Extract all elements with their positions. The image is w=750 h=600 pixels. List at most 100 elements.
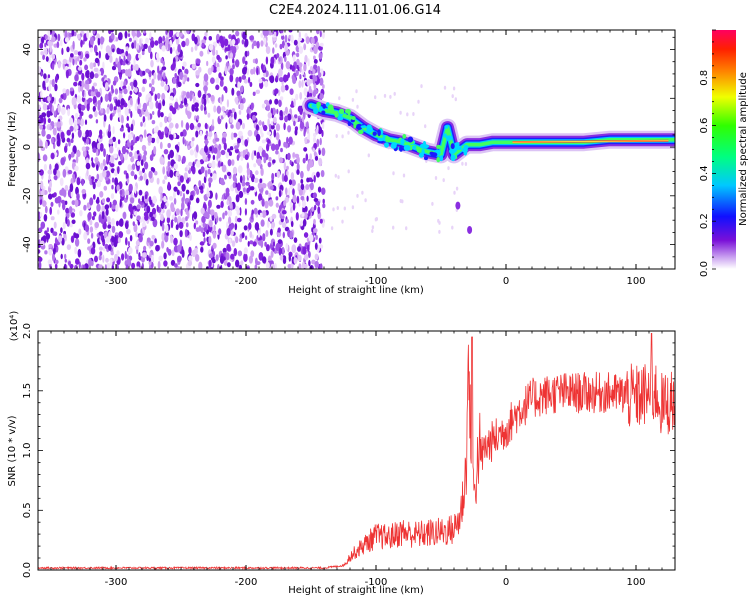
noise-speckle bbox=[144, 193, 148, 200]
noise-speckle bbox=[184, 167, 188, 172]
noise-speckle bbox=[209, 146, 213, 152]
noise-speckle bbox=[84, 119, 88, 125]
noise-speckle bbox=[141, 195, 145, 203]
noise-speckle bbox=[96, 203, 101, 212]
noise-speckle bbox=[46, 134, 52, 140]
noise-speckle bbox=[95, 119, 99, 124]
noise-speckle bbox=[243, 253, 248, 262]
noise-speckle bbox=[38, 104, 41, 110]
noise-speckle bbox=[278, 57, 281, 62]
noise-speckle bbox=[75, 124, 79, 131]
snr-y-axis-label: SNR (10 * v/v) bbox=[7, 415, 18, 486]
noise-speckle bbox=[206, 60, 209, 67]
noise-speckle bbox=[246, 187, 250, 194]
noise-speckle bbox=[99, 129, 103, 136]
noise-speckle bbox=[255, 257, 258, 266]
signal-ridge-blob bbox=[439, 155, 444, 162]
noise-speckle bbox=[264, 200, 269, 209]
noise-speckle bbox=[241, 232, 245, 239]
noise-speckle bbox=[184, 139, 187, 147]
noise-speckle bbox=[52, 247, 56, 255]
noise-speckle bbox=[292, 194, 297, 203]
noise-speckle bbox=[230, 124, 234, 129]
noise-speckle bbox=[204, 139, 209, 145]
noise-speckle bbox=[127, 133, 133, 140]
noise-speckle bbox=[105, 208, 109, 216]
noise-speckle bbox=[129, 197, 135, 204]
noise-speckle bbox=[191, 137, 195, 142]
noise-speckle bbox=[233, 111, 237, 120]
noise-speckle bbox=[280, 84, 286, 93]
noise-speckle bbox=[153, 126, 159, 134]
noise-speckle bbox=[244, 50, 248, 58]
noise-speckle bbox=[47, 259, 52, 265]
noise-speckle bbox=[203, 97, 207, 107]
noise-speckle bbox=[200, 149, 203, 156]
noise-speckle bbox=[285, 49, 290, 56]
noise-speckle bbox=[98, 254, 102, 261]
noise-speckle bbox=[221, 136, 227, 145]
noise-speckle bbox=[256, 67, 259, 76]
noise-speckle bbox=[89, 219, 93, 226]
noise-speckle bbox=[107, 50, 113, 56]
noise-speckle bbox=[221, 106, 226, 112]
noise-speckle bbox=[438, 229, 441, 234]
noise-speckle bbox=[126, 53, 132, 62]
noise-speckle bbox=[150, 39, 155, 48]
noise-speckle bbox=[260, 167, 264, 177]
noise-speckle bbox=[321, 30, 325, 39]
noise-speckle bbox=[75, 258, 80, 265]
signal-ridge-blob bbox=[338, 108, 345, 115]
noise-speckle bbox=[222, 132, 227, 138]
noise-speckle bbox=[87, 97, 93, 103]
noise-speckle bbox=[60, 131, 65, 140]
noise-speckle bbox=[241, 74, 247, 80]
y-tick-label: 0.0 bbox=[22, 562, 33, 578]
noise-speckle bbox=[301, 212, 305, 217]
noise-speckle bbox=[125, 46, 129, 51]
noise-speckle bbox=[39, 42, 44, 49]
noise-speckle bbox=[298, 80, 302, 89]
noise-speckle bbox=[104, 243, 109, 249]
noise-speckle bbox=[58, 235, 63, 243]
noise-speckle bbox=[284, 115, 289, 123]
noise-speckle bbox=[152, 195, 157, 204]
noise-speckle bbox=[190, 141, 195, 148]
noise-speckle bbox=[171, 249, 175, 257]
noise-speckle bbox=[202, 222, 206, 228]
noise-speckle bbox=[130, 64, 134, 72]
noise-speckle bbox=[313, 136, 316, 144]
noise-speckle bbox=[64, 258, 68, 263]
noise-speckle bbox=[211, 65, 214, 72]
noise-speckle bbox=[133, 223, 138, 233]
noise-speckle bbox=[100, 96, 103, 103]
noise-speckle bbox=[236, 217, 242, 223]
noise-speckle bbox=[44, 34, 48, 40]
noise-speckle bbox=[68, 32, 73, 38]
noise-speckle bbox=[101, 205, 106, 213]
noise-speckle bbox=[296, 195, 300, 204]
noise-speckle bbox=[215, 137, 220, 142]
noise-speckle bbox=[332, 207, 335, 212]
noise-speckle bbox=[238, 130, 243, 137]
noise-speckle bbox=[169, 105, 174, 112]
noise-speckle bbox=[73, 31, 77, 37]
noise-speckle bbox=[185, 222, 189, 228]
noise-speckle bbox=[321, 122, 325, 130]
noise-speckle bbox=[167, 142, 171, 149]
noise-speckle bbox=[92, 194, 96, 200]
noise-speckle bbox=[131, 262, 136, 269]
noise-speckle bbox=[158, 36, 163, 45]
noise-speckle bbox=[364, 198, 367, 203]
noise-speckle bbox=[383, 93, 387, 98]
noise-speckle bbox=[89, 197, 94, 206]
signal-ridge-blob bbox=[399, 146, 403, 152]
noise-speckle bbox=[130, 110, 133, 119]
noise-speckle bbox=[52, 127, 57, 136]
noise-speckle bbox=[112, 126, 115, 135]
noise-speckle bbox=[252, 91, 256, 97]
noise-speckle bbox=[392, 171, 395, 176]
noise-speckle bbox=[149, 154, 154, 162]
noise-speckle bbox=[49, 44, 52, 53]
noise-speckle bbox=[136, 204, 141, 210]
